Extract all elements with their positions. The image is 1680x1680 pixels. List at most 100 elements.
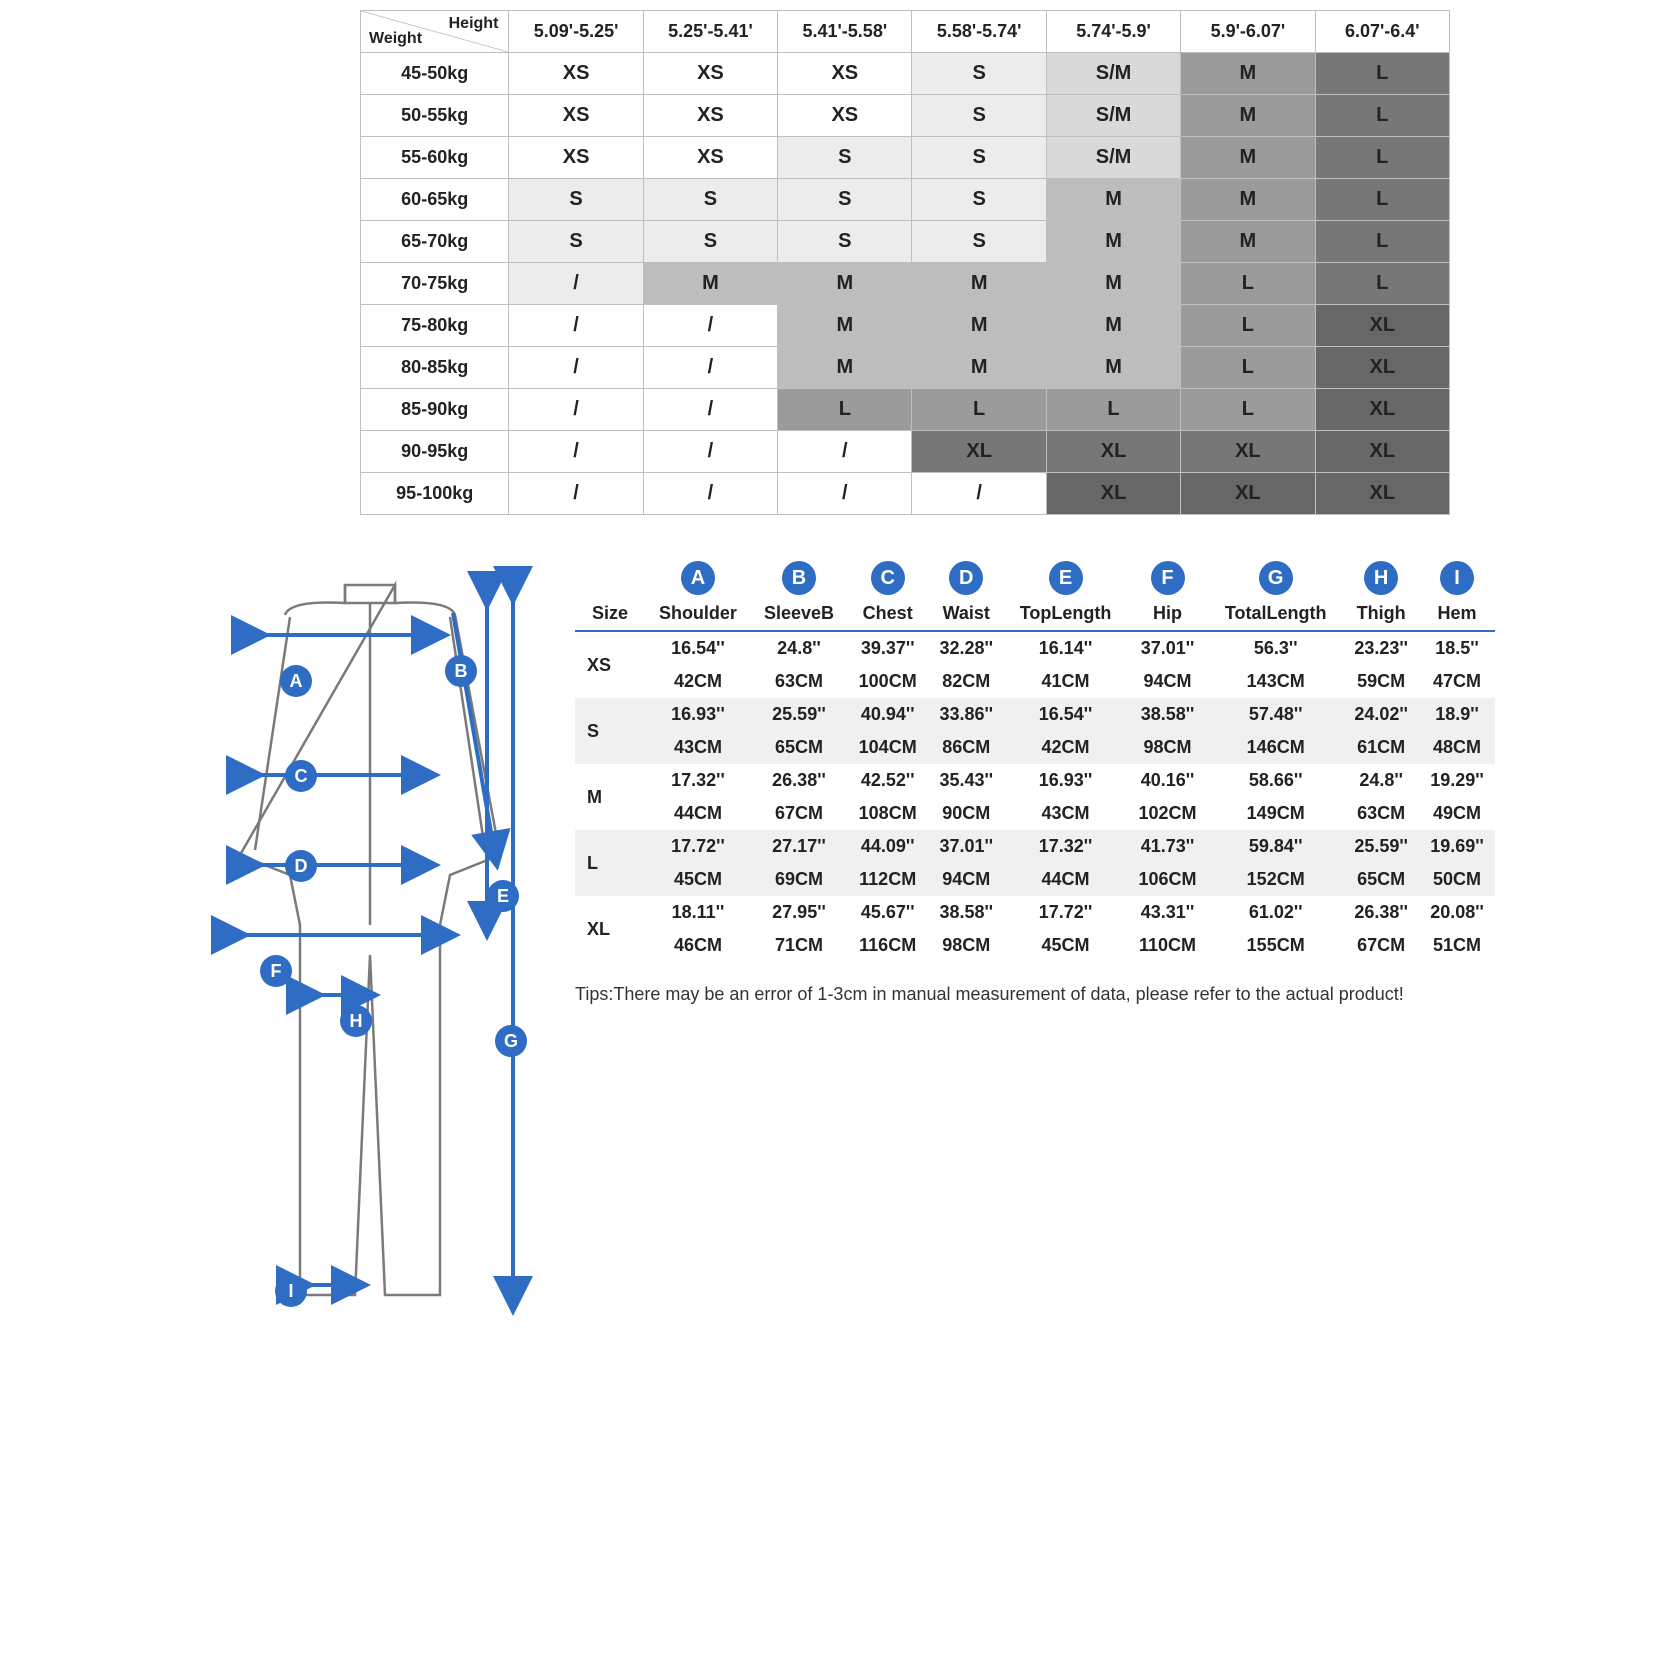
diagram-tag-b: B: [445, 655, 477, 687]
meas-letter-badge: E: [1049, 561, 1083, 595]
meas-inch-cell: 25.59'': [751, 698, 847, 731]
meas-cm-cell: 61CM: [1343, 731, 1419, 764]
size-cell: M: [1181, 221, 1315, 263]
meas-inch-cell: 24.8'': [1343, 764, 1419, 797]
size-cell: /: [509, 473, 643, 515]
meas-cm-cell: 116CM: [847, 929, 928, 962]
size-cell: /: [643, 473, 777, 515]
size-cell: XL: [1046, 473, 1180, 515]
meas-cm-cell: 112CM: [847, 863, 928, 896]
meas-cm-cell: 94CM: [928, 863, 1004, 896]
meas-cm-cell: 42CM: [645, 665, 751, 698]
garment-diagram: ABCDEFGHI: [195, 555, 540, 1335]
size-cell: XL: [1315, 305, 1449, 347]
size-cell: /: [509, 263, 643, 305]
size-cell: S: [912, 221, 1046, 263]
meas-inch-cell: 23.23'': [1343, 632, 1419, 665]
meas-inch-cell: 40.16'': [1127, 764, 1208, 797]
meas-inch-cell: 25.59'': [1343, 830, 1419, 863]
meas-cm-cell: 45CM: [645, 863, 751, 896]
size-cell: S: [778, 179, 912, 221]
meas-cm-cell: 86CM: [928, 731, 1004, 764]
size-cell: XS: [509, 53, 643, 95]
weight-header: 65-70kg: [361, 221, 509, 263]
meas-letter-badge: A: [681, 561, 715, 595]
size-cell: M: [912, 347, 1046, 389]
weight-header: 70-75kg: [361, 263, 509, 305]
size-cell: /: [509, 347, 643, 389]
height-header: 6.07'-6.4': [1315, 11, 1449, 53]
meas-cm-cell: 41CM: [1004, 665, 1127, 698]
size-cell: L: [778, 389, 912, 431]
size-cell: /: [912, 473, 1046, 515]
meas-cm-cell: 110CM: [1127, 929, 1208, 962]
size-cell: M: [1181, 95, 1315, 137]
size-cell: S: [778, 221, 912, 263]
size-cell: L: [1181, 263, 1315, 305]
meas-inch-cell: 18.11'': [645, 896, 751, 929]
meas-col-name: Waist: [928, 601, 1004, 631]
weight-header: 60-65kg: [361, 179, 509, 221]
diagram-tag-a: A: [280, 665, 312, 697]
size-cell: /: [643, 389, 777, 431]
size-cell: M: [778, 263, 912, 305]
meas-cm-cell: 67CM: [1343, 929, 1419, 962]
meas-inch-cell: 19.69'': [1419, 830, 1495, 863]
size-cell: L: [1046, 389, 1180, 431]
meas-inch-cell: 38.58'': [1127, 698, 1208, 731]
meas-cm-cell: 65CM: [1343, 863, 1419, 896]
meas-inch-cell: 39.37'': [847, 632, 928, 665]
meas-inch-cell: 40.94'': [847, 698, 928, 731]
meas-cm-cell: 50CM: [1419, 863, 1495, 896]
meas-cm-cell: 43CM: [1004, 797, 1127, 830]
size-cell: XL: [1181, 431, 1315, 473]
meas-letter-badge: G: [1259, 561, 1293, 595]
meas-cm-cell: 69CM: [751, 863, 847, 896]
height-header: 5.58'-5.74': [912, 11, 1046, 53]
meas-inch-cell: 43.31'': [1127, 896, 1208, 929]
size-cell: M: [1046, 305, 1180, 347]
size-cell: M: [1046, 263, 1180, 305]
meas-inch-cell: 16.54'': [1004, 698, 1127, 731]
meas-cm-cell: 71CM: [751, 929, 847, 962]
size-cell: S: [912, 95, 1046, 137]
meas-inch-cell: 16.93'': [645, 698, 751, 731]
size-cell: S: [643, 221, 777, 263]
meas-inch-cell: 41.73'': [1127, 830, 1208, 863]
size-cell: M: [778, 347, 912, 389]
meas-cm-cell: 51CM: [1419, 929, 1495, 962]
size-row-label: M: [575, 764, 645, 830]
size-row-label: XS: [575, 632, 645, 698]
size-cell: M: [643, 263, 777, 305]
meas-cm-cell: 65CM: [751, 731, 847, 764]
size-cell: S/M: [1046, 137, 1180, 179]
meas-cm-cell: 106CM: [1127, 863, 1208, 896]
meas-inch-cell: 27.17'': [751, 830, 847, 863]
height-header: 5.09'-5.25': [509, 11, 643, 53]
meas-cm-cell: 82CM: [928, 665, 1004, 698]
meas-inch-cell: 61.02'': [1208, 896, 1343, 929]
measurements-table: ABCDEFGHI SizeShoulderSleeveBChestWaistT…: [575, 555, 1495, 962]
meas-cm-cell: 155CM: [1208, 929, 1343, 962]
size-cell: XL: [912, 431, 1046, 473]
size-cell: /: [778, 473, 912, 515]
meas-inch-cell: 17.72'': [645, 830, 751, 863]
size-row-label: L: [575, 830, 645, 896]
size-cell: L: [1315, 137, 1449, 179]
meas-inch-cell: 26.38'': [751, 764, 847, 797]
size-cell: XL: [1315, 473, 1449, 515]
meas-col-name: TotalLength: [1208, 601, 1343, 631]
size-cell: XS: [778, 53, 912, 95]
weight-header: 85-90kg: [361, 389, 509, 431]
meas-inch-cell: 35.43'': [928, 764, 1004, 797]
size-cell: XS: [509, 137, 643, 179]
size-cell: S: [509, 221, 643, 263]
size-cell: S: [912, 137, 1046, 179]
meas-col-name: SleeveB: [751, 601, 847, 631]
size-cell: L: [1181, 305, 1315, 347]
weight-header: 75-80kg: [361, 305, 509, 347]
size-cell: XL: [1315, 431, 1449, 473]
size-row-label: XL: [575, 896, 645, 962]
meas-cm-cell: 44CM: [1004, 863, 1127, 896]
size-cell: /: [643, 431, 777, 473]
